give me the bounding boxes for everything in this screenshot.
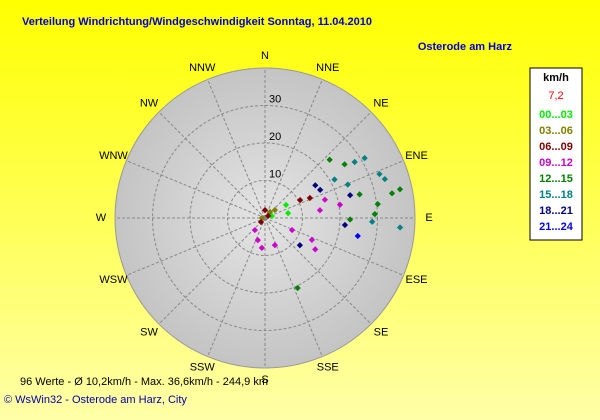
spoke: [207, 217, 266, 357]
spoke: [264, 217, 404, 276]
direction-label: SW: [140, 326, 158, 338]
legend-entry: 06...09: [539, 141, 573, 153]
direction-label: NE: [373, 97, 388, 109]
point: [294, 284, 301, 292]
direction-label: W: [96, 212, 107, 224]
point: [347, 216, 354, 223]
direction-label: N: [261, 50, 269, 62]
spoke: [264, 111, 372, 219]
direction-label: NNW: [189, 62, 216, 74]
spoke: [264, 217, 323, 357]
point: [374, 201, 381, 208]
chart-subtitle: Osterode am Harz: [418, 41, 513, 53]
spoke: [126, 217, 266, 276]
spoke: [158, 217, 266, 325]
point: [251, 226, 258, 234]
r-tick-label: 10: [269, 168, 281, 180]
legend-entry: 03...06: [539, 125, 573, 137]
legend-entry: 21...24: [539, 221, 574, 233]
point: [326, 156, 333, 163]
point: [296, 197, 304, 204]
legend-box: [529, 67, 583, 241]
spoke: [264, 160, 404, 219]
legend-title: km/h: [543, 72, 569, 84]
legend-entry: 00...03: [539, 109, 573, 121]
direction-label: NW: [140, 97, 159, 109]
legend-entry: 18...21: [539, 205, 573, 217]
legend-entry: 12...15: [539, 173, 573, 185]
point: [258, 244, 265, 251]
direction-label: SSW: [190, 362, 216, 374]
footer-stats: 96 Werte - Ø 10,2km/h - Max. 36,6km/h - …: [20, 376, 268, 388]
direction-label: SSE: [317, 362, 339, 374]
copyright: © WsWin32 - Osterode am Harz, City: [4, 394, 187, 406]
direction-label: ESE: [406, 274, 428, 286]
point: [331, 176, 338, 183]
point: [296, 242, 303, 249]
r-tick-label: 20: [269, 131, 281, 143]
direction-label: NNE: [316, 62, 339, 74]
r-tick-label: 30: [269, 93, 281, 105]
spoke: [158, 111, 266, 219]
direction-label: WSW: [99, 274, 128, 286]
direction-label: S: [261, 374, 268, 386]
spoke: [126, 160, 266, 219]
spoke: [207, 79, 266, 219]
spoke: [264, 79, 323, 219]
direction-label: SE: [374, 326, 389, 338]
point: [351, 158, 358, 166]
legend-entry: 09...12: [539, 157, 573, 169]
chart-title: Verteilung Windrichtung/Windgeschwindigk…: [22, 16, 372, 28]
legend-entry: 15...18: [539, 189, 573, 201]
direction-label: E: [425, 212, 432, 224]
direction-label: WNW: [99, 150, 128, 162]
current-value: 7,2: [548, 90, 563, 102]
point: [361, 155, 368, 162]
spoke: [264, 217, 372, 325]
direction-label: ENE: [405, 150, 428, 162]
